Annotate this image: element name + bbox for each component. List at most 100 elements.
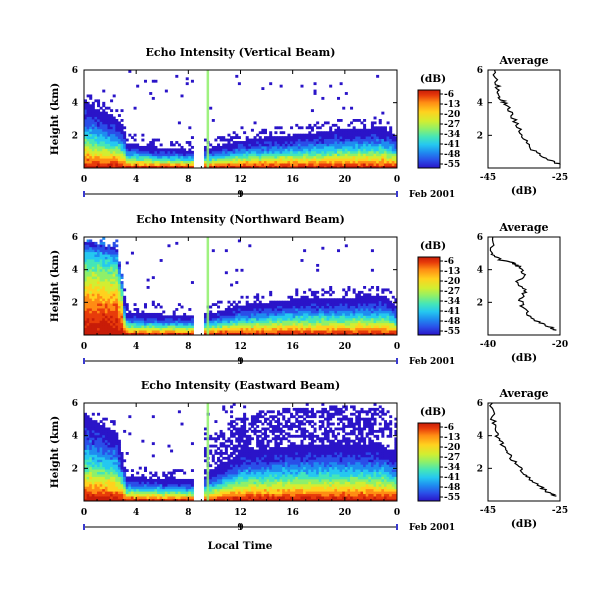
- colorbar-tick-label: -6: [444, 90, 454, 100]
- x-tick-label: 0: [394, 175, 400, 185]
- colorbar-unit: (dB): [420, 240, 446, 252]
- x-tick-label: 8: [185, 175, 191, 185]
- colorbar-unit: (dB): [420, 73, 446, 85]
- colorbar-tick-label: -27: [444, 453, 460, 463]
- x-tick-label: 4: [133, 175, 139, 185]
- heatmap-panel-1: Echo Intensity (Vertical Beam) 0 4 8 12 16 20 0…: [49, 46, 460, 200]
- colorbar-tick-label: -41: [444, 307, 460, 317]
- y-tick-label: 4: [72, 432, 78, 442]
- x-tick-label: 0: [81, 175, 87, 185]
- avg-x-tick-label: -25: [552, 173, 568, 183]
- x-tick-label: 12: [234, 342, 247, 352]
- colorbar-tick-label: -41: [444, 473, 460, 483]
- x-tick-label: 8: [185, 342, 191, 352]
- average-frame: [487, 236, 561, 336]
- avg-y-tick-label: 6: [477, 399, 483, 409]
- colorbar-tick-label: -20: [444, 277, 460, 287]
- y-axis-label: Height (km): [49, 416, 61, 488]
- avg-x-axis-label: (dB): [511, 352, 537, 364]
- panel-title: Echo Intensity (Northward Beam): [136, 213, 345, 226]
- avg-y-tick-label: 6: [477, 233, 483, 243]
- panel-title: Echo Intensity (Eastward Beam): [141, 379, 340, 392]
- average-profile-2: Average 2 4 6 -40 -20 (dB): [477, 221, 568, 364]
- x-tick-label: 20: [339, 342, 352, 352]
- date-day-label: 9: [237, 357, 243, 367]
- heatmap-cells: [84, 70, 398, 169]
- avg-x-tick-label: -40: [480, 340, 496, 350]
- average-frame: [487, 69, 561, 169]
- avg-y-tick-label: 6: [477, 66, 483, 76]
- colorbar: [417, 256, 441, 336]
- colorbar-tick-label: -48: [444, 483, 460, 493]
- heatmap-panel-2: Echo Intensity (Northward Beam)0 4 8 12 16 20…: [49, 213, 460, 367]
- y-tick-label: 6: [72, 233, 78, 243]
- date-label: Feb 2001: [409, 190, 455, 200]
- date-label: Feb 2001: [409, 523, 455, 533]
- x-tick-label: 20: [339, 508, 352, 518]
- y-tick-label: 2: [72, 298, 78, 308]
- colorbar: [417, 89, 441, 169]
- date-label: Feb 2001: [409, 357, 455, 367]
- x-tick-label: 16: [286, 508, 299, 518]
- avg-y-tick-label: 4: [477, 99, 483, 109]
- x-tick-label: 16: [286, 175, 299, 185]
- colorbar-tick-label: -55: [444, 160, 460, 170]
- avg-x-tick-label: -25: [552, 506, 568, 516]
- y-tick-label: 4: [72, 99, 78, 109]
- colorbar-tick-label: -13: [444, 433, 460, 443]
- x-tick-label: 20: [339, 175, 352, 185]
- x-tick-label: 8: [185, 508, 191, 518]
- y-axis-label: Height (km): [49, 250, 61, 322]
- spike-column: [206, 403, 210, 501]
- x-tick-label: 16: [286, 342, 299, 352]
- colorbar-tick-label: -34: [444, 463, 460, 473]
- avg-y-tick-label: 4: [477, 266, 483, 276]
- colorbar-tick-label: -13: [444, 267, 460, 277]
- x-axis-label: Local Time: [208, 540, 273, 552]
- colorbar-tick-label: -48: [444, 150, 460, 160]
- avg-x-tick-label: -20: [552, 340, 568, 350]
- avg-y-tick-label: 2: [477, 464, 483, 474]
- colorbar-unit: (dB): [420, 406, 446, 418]
- heatmap-panel-3: Echo Intensity (Eastward Beam) 0 4 8 12 16 20 0…: [49, 379, 460, 533]
- y-tick-label: 2: [72, 464, 78, 474]
- y-tick-label: 6: [72, 399, 78, 409]
- x-tick-label: 0: [394, 508, 400, 518]
- x-tick-label: 0: [394, 342, 400, 352]
- colorbar: [417, 422, 441, 502]
- average-profile-line: [489, 236, 557, 331]
- average-title: Average: [498, 54, 548, 67]
- colorbar-tick-label: -55: [444, 327, 460, 337]
- average-profile-3: Average 2 4 6 -45 -25 (dB): [477, 387, 568, 530]
- y-tick-label: 6: [72, 66, 78, 76]
- colorbar-tick-label: -34: [444, 297, 460, 307]
- avg-x-tick-label: -45: [480, 506, 496, 516]
- x-tick-label: 4: [133, 508, 139, 518]
- x-tick-label: 12: [234, 175, 247, 185]
- colorbar-tick-label: -48: [444, 317, 460, 327]
- average-frame: [487, 402, 561, 502]
- avg-x-axis-label: (dB): [511, 185, 537, 197]
- y-tick-label: 2: [72, 131, 78, 141]
- colorbar-tick-label: -20: [444, 443, 460, 453]
- spike-column: [206, 237, 210, 335]
- avg-x-tick-label: -45: [480, 173, 496, 183]
- colorbar-tick-label: -27: [444, 120, 460, 130]
- average-title: Average: [498, 221, 548, 234]
- x-tick-label: 0: [81, 342, 87, 352]
- colorbar-tick-label: -41: [444, 140, 460, 150]
- y-axis-label: Height (km): [49, 83, 61, 155]
- colorbar-tick-label: -20: [444, 110, 460, 120]
- avg-x-axis-label: (dB): [511, 518, 537, 530]
- date-day-label: 9: [237, 190, 243, 200]
- colorbar-tick-label: -27: [444, 287, 460, 297]
- average-profile-1: Average 2 4 6 -45 -25 (dB): [477, 54, 568, 197]
- avg-y-tick-label: 2: [477, 298, 483, 308]
- avg-y-tick-label: 4: [477, 432, 483, 442]
- colorbar-tick-label: -13: [444, 100, 460, 110]
- average-profile-line: [492, 69, 561, 165]
- average-title: Average: [498, 387, 548, 400]
- colorbar-tick-label: -55: [444, 493, 460, 503]
- date-day-label: 9: [237, 523, 243, 533]
